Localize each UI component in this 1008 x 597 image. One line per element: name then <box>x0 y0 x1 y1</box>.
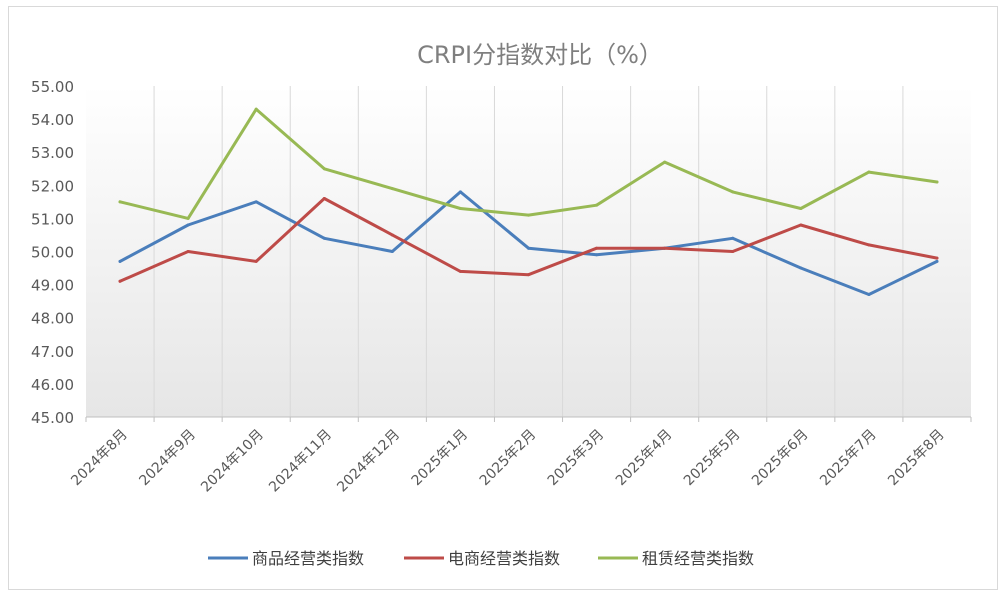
data-point <box>663 246 667 250</box>
x-tick-label: 2025年1月 <box>409 427 472 490</box>
x-tick-label: 2024年8月 <box>68 427 131 490</box>
y-tick-label: 45.00 <box>31 409 74 427</box>
data-point <box>867 243 871 247</box>
y-tick-label: 53.00 <box>31 144 74 162</box>
data-point <box>595 253 599 257</box>
x-axis: 2024年8月 2024年9月 2024年10月 2024年11月 2024年12月 20… <box>68 416 972 496</box>
data-point <box>731 236 735 240</box>
x-tick-label: 2025年2月 <box>477 427 540 490</box>
data-point <box>186 223 190 227</box>
y-tick-label: 52.00 <box>31 177 74 195</box>
x-tick-label: 2025年8月 <box>885 427 948 490</box>
x-tick-label: 2025年3月 <box>545 427 608 490</box>
data-point <box>731 190 735 194</box>
data-point <box>118 259 122 263</box>
data-point <box>595 203 599 207</box>
y-tick-label: 54.00 <box>31 111 74 129</box>
data-point <box>731 250 735 253</box>
data-point <box>254 107 258 111</box>
data-point <box>799 266 803 270</box>
y-tick-label: 46.00 <box>31 376 74 394</box>
data-point <box>390 250 394 253</box>
data-point <box>595 246 599 250</box>
data-point <box>458 206 462 210</box>
data-point <box>254 200 258 204</box>
x-tick-label: 2025年7月 <box>817 427 880 490</box>
data-point <box>799 206 803 210</box>
y-tick-label: 49.00 <box>31 277 74 295</box>
data-point <box>186 216 190 220</box>
legend-label: 电商经营类指数 <box>448 549 560 568</box>
x-tick-label: 2025年5月 <box>681 427 744 490</box>
data-point <box>390 187 394 191</box>
data-point <box>254 259 258 263</box>
data-point <box>458 269 462 273</box>
data-point <box>867 293 871 297</box>
data-point <box>322 167 326 171</box>
data-point <box>527 273 530 277</box>
legend-label: 租赁经营类指数 <box>642 549 754 568</box>
data-point <box>867 170 871 174</box>
x-tick-label: 2024年9月 <box>136 427 199 490</box>
data-point <box>322 236 326 240</box>
data-point <box>527 213 530 217</box>
data-point <box>935 259 939 263</box>
data-point <box>390 233 394 237</box>
data-point <box>458 190 462 194</box>
plot-area-background <box>86 86 971 417</box>
data-point <box>118 200 122 204</box>
y-axis: 45.00 46.00 47.00 48.00 49.00 50.00 51.00 52.00… <box>31 78 74 427</box>
x-tick-label: 2024年10月 <box>198 427 267 496</box>
y-tick-label: 50.00 <box>31 244 74 262</box>
y-tick-label: 55.00 <box>31 78 74 96</box>
y-tick-label: 51.00 <box>31 210 74 228</box>
x-tick-label: 2025年4月 <box>613 427 676 490</box>
legend: 商品经营类指数 电商经营类指数 租赁经营类指数 <box>208 549 754 568</box>
data-point <box>935 180 939 184</box>
x-tick-label: 2024年11月 <box>266 427 335 496</box>
gridlines <box>153 86 904 417</box>
y-tick-label: 48.00 <box>31 310 74 328</box>
data-point <box>799 223 803 227</box>
chart-title: CRPI分指数对比（%） <box>417 41 663 69</box>
data-point <box>118 279 122 283</box>
x-tick-label: 2025年6月 <box>749 427 812 490</box>
data-point <box>663 160 667 164</box>
legend-label: 商品经营类指数 <box>252 549 364 568</box>
x-tick-label: 2024年12月 <box>334 427 403 496</box>
data-point <box>935 256 939 260</box>
series-lines <box>118 107 939 297</box>
data-point <box>322 197 326 201</box>
y-tick-label: 47.00 <box>31 343 74 361</box>
data-point <box>527 246 530 250</box>
data-point <box>186 250 190 253</box>
